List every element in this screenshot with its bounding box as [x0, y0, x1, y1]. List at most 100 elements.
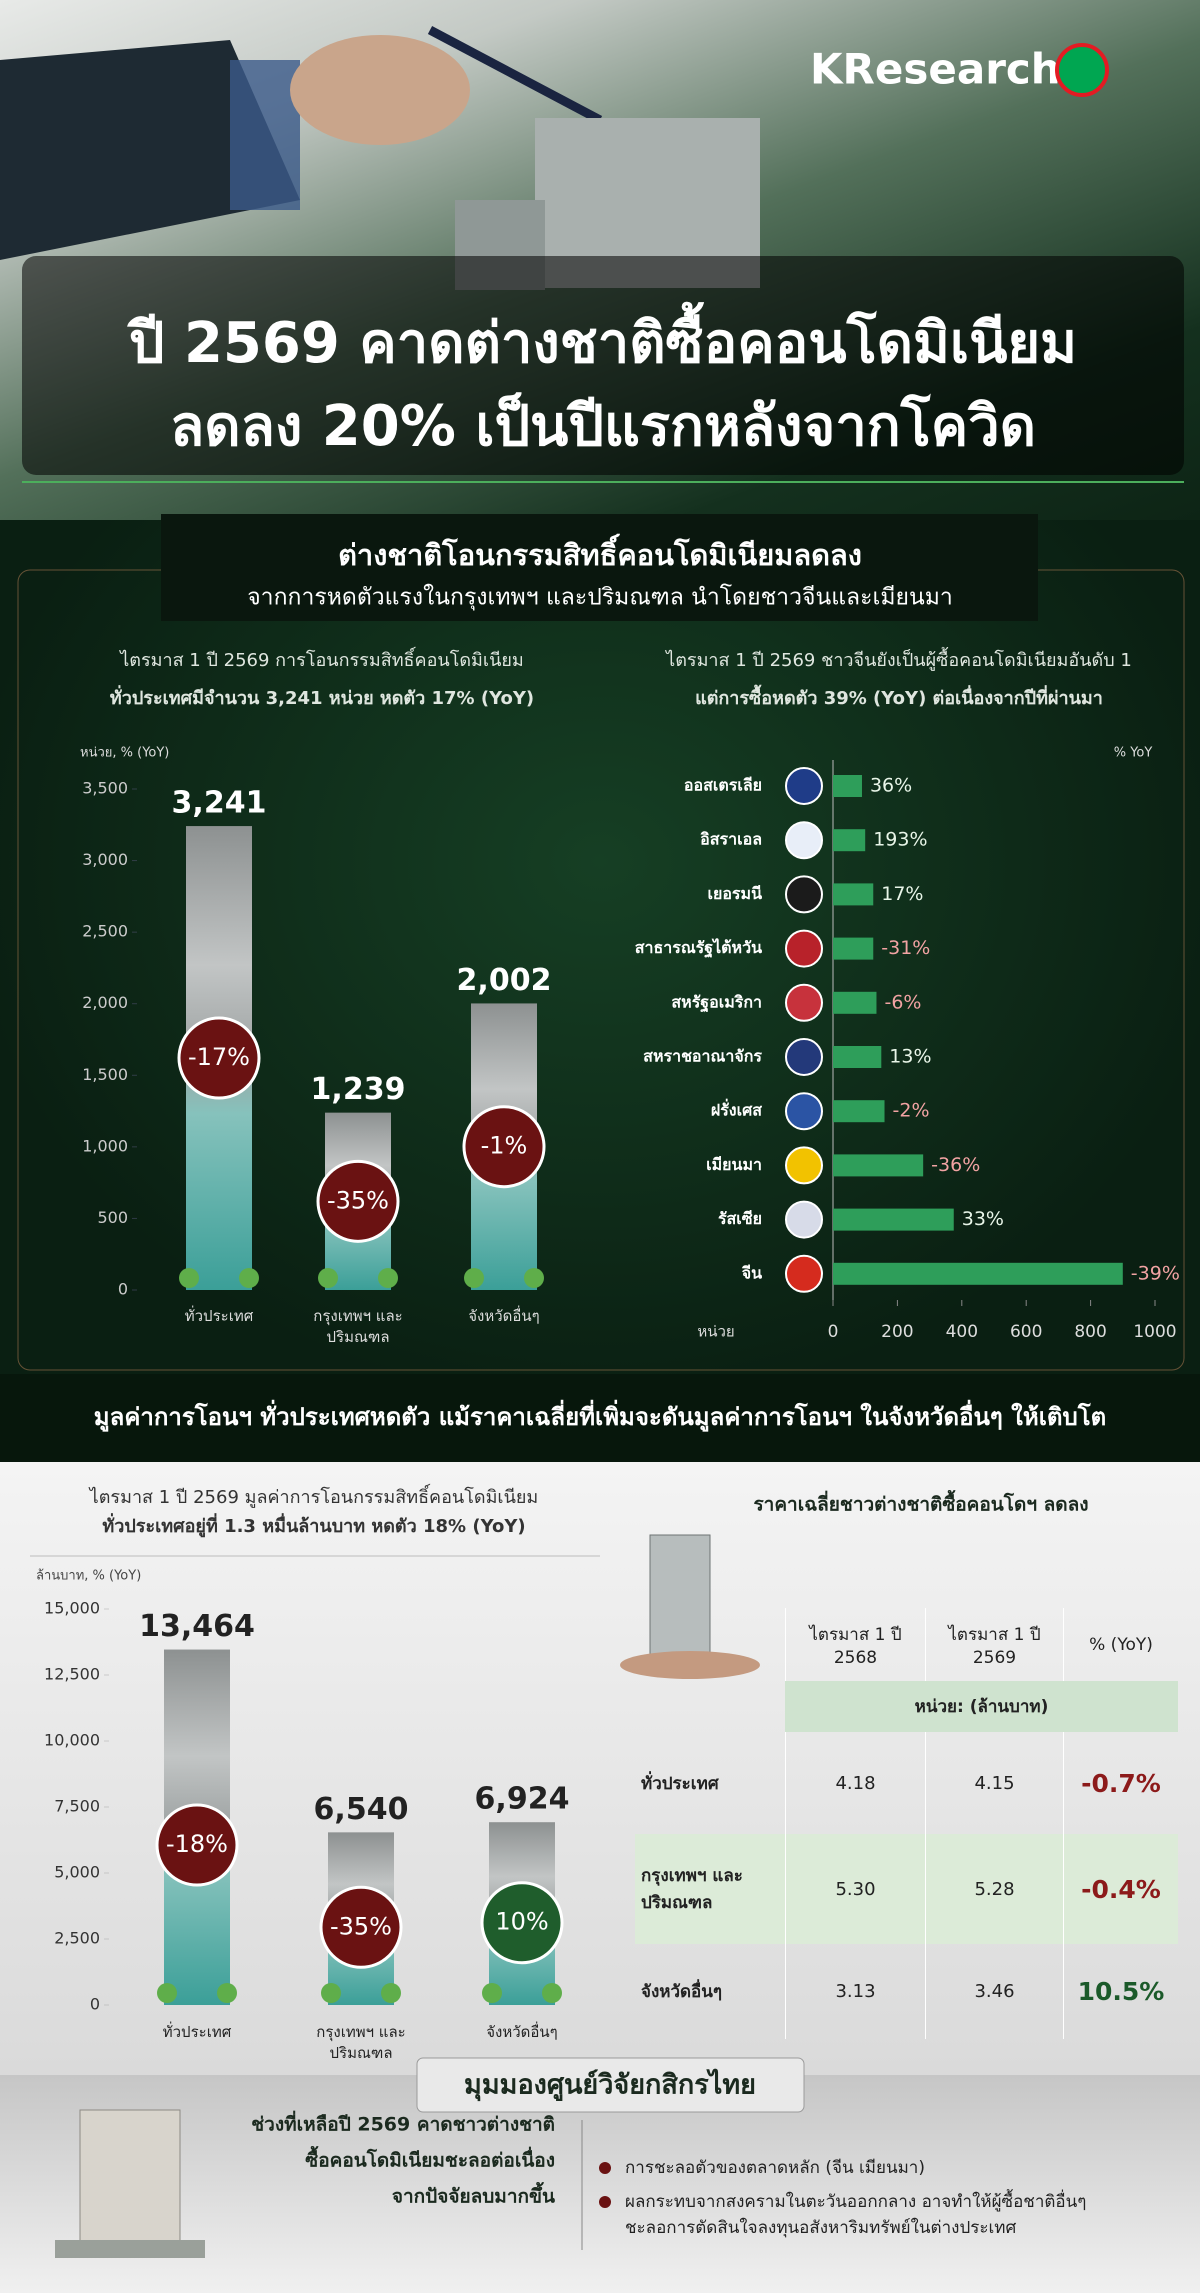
y-tick-label: 0 — [90, 1995, 100, 2014]
tree-decoration — [482, 1983, 502, 2003]
yoy-label: -1% — [481, 1132, 528, 1160]
yoy-label: -17% — [188, 1043, 250, 1071]
hand-decoration — [290, 35, 470, 145]
y-axis-label: หน่วย, % (YoY) — [80, 746, 169, 761]
category-label: เมียนมา — [706, 1155, 762, 1174]
table-cell: 3.46 — [925, 1944, 1063, 2039]
outlook-bullet: ชะลอการตัดสินใจลงทุนอสังหาริมทรัพย์ในต่า… — [625, 2217, 1017, 2238]
table-header: % (YoY) — [1063, 1608, 1178, 1681]
x-tick-label: 200 — [881, 1322, 913, 1342]
yoy-badge — [462, 1105, 546, 1189]
yoy-label: 13% — [889, 1046, 931, 1068]
x-tick-label: จังหวัดอื่นๆ — [486, 2023, 558, 2041]
yoy-label: 17% — [881, 883, 923, 905]
category-label: ออสเตรเลีย — [684, 776, 762, 795]
title-box — [22, 256, 1184, 475]
section-subtitle: จากการหดตัวแรงในกรุงเทพฯ และปริมณฑล นำโด… — [247, 584, 953, 611]
y-tick-label: 12,500 — [44, 1665, 100, 1684]
y-tick-label: 3,000 — [82, 850, 128, 869]
value-label: 13,464 — [139, 1609, 255, 1644]
tree-decoration — [179, 1268, 199, 1288]
x-tick-label: จังหวัดอื่นๆ — [468, 1307, 540, 1325]
chart-note: แต่การซื้อหดตัว 39% (YoY) ต่อเนื่องจากปี… — [695, 684, 1103, 709]
yoy-label: -39% — [1131, 1262, 1180, 1284]
y-axis-label: ล้านบาท, % (YoY) — [36, 1569, 141, 1584]
bar — [833, 1046, 882, 1068]
outlook-summary: ช่วงที่เหลือปี 2569 คาดชาวต่างชาติ — [251, 2111, 555, 2136]
title-line: ลดลง 20% เป็นปีแรกหลังจากโควิด — [170, 391, 1036, 459]
x-tick-label: ทั่วประเทศ — [184, 1307, 254, 1325]
flag-icon — [785, 767, 823, 805]
flag-icon — [785, 929, 823, 968]
yoy-label: 10% — [495, 1908, 548, 1936]
flag-icon — [785, 821, 823, 860]
value-label: 2,002 — [457, 963, 552, 998]
tree-decoration — [381, 1983, 401, 2003]
outlook-summary: จากปัจจัยลบมากขึ้น — [392, 2182, 555, 2208]
table-cell: 4.18 — [785, 1732, 925, 1834]
category-label: เยอรมนี — [707, 884, 762, 903]
x-tick-label: 0 — [828, 1322, 839, 1342]
y-tick-label: 0 — [118, 1280, 128, 1299]
outlook-title: มุมมองศูนย์วิจัยกสิกรไทย — [464, 2069, 756, 2102]
tree-decoration — [378, 1268, 398, 1288]
category-label: จีน — [741, 1263, 762, 1282]
bar — [833, 1208, 954, 1231]
logo-icon — [1055, 43, 1109, 97]
table-header: ไตรมาส 1 ปี 2569 — [925, 1608, 1063, 1681]
bar — [833, 1154, 924, 1177]
flag-icon — [785, 1092, 823, 1131]
yoy-label: -6% — [884, 991, 921, 1013]
y-tick-label: 1,000 — [82, 1136, 128, 1155]
value-label: 3,241 — [172, 786, 267, 821]
x-tick-label: 800 — [1074, 1322, 1106, 1342]
logo: KResearch — [810, 45, 1061, 94]
yoy-badge — [155, 1803, 239, 1887]
building-decoration — [79, 2109, 181, 2251]
table-unit: หน่วย: (ล้านบาท) — [785, 1681, 1178, 1732]
tree-decoration — [318, 1268, 338, 1288]
chart-note: ไตรมาส 1 ปี 2569 ชาวจีนยังเป็นผู้ซื้อคอน… — [664, 647, 1132, 671]
tree-decoration — [217, 1983, 237, 2003]
table-cell: จังหวัดอื่นๆ — [641, 1982, 723, 2002]
title-line: ปี 2569 คาดต่างชาติซื้อคอนโดมิเนียม — [127, 302, 1077, 376]
tree-decoration — [321, 1983, 341, 2003]
flag-icon — [785, 1038, 823, 1076]
category-label: สาธารณรัฐไต้หวัน — [635, 938, 762, 958]
y-tick-label: 15,000 — [44, 1599, 100, 1618]
category-label: รัสเซีย — [718, 1209, 762, 1228]
value-label: 1,239 — [311, 1072, 406, 1107]
table-cell: 5.30 — [785, 1834, 925, 1944]
table-cell: กรุงเทพฯ และ ปริมณฑล — [641, 1866, 743, 1913]
table-cell: 3.13 — [785, 1944, 925, 2039]
yoy-label: 36% — [870, 775, 912, 797]
table-cell: -0.4% — [1063, 1834, 1178, 1944]
value-label: 6,540 — [314, 1792, 409, 1827]
banner-background — [0, 1374, 1200, 1462]
chart-note: ทั่วประเทศอยู่ที่ 1.3 หมื่นล้านบาท หดตัว… — [102, 1513, 525, 1538]
yoy-badge — [177, 1016, 261, 1100]
x-axis-label: หน่วย — [697, 1323, 734, 1341]
y-tick-label: 3,500 — [82, 779, 128, 798]
table-cell: -0.7% — [1063, 1732, 1178, 1834]
x-tick-label: 1000 — [1133, 1322, 1176, 1342]
category-label: ฝรั่งเศส — [711, 1099, 762, 1120]
table-title: ราคาเฉลี่ยชาวต่างชาติซื้อคอนโดฯ ลดลง — [753, 1490, 1088, 1516]
section-title: ต่างชาติโอนกรรมสิทธิ์คอนโดมิเนียมลดลง — [338, 533, 862, 572]
yoy-label: -35% — [327, 1186, 389, 1214]
outlook-summary: ซื้อคอนโดมิเนียมชะลอต่อเนื่อง — [305, 2146, 555, 2172]
outlook-bullet: ผลกระทบจากสงครามในตะวันออกกลาง อาจทำให้ผ… — [625, 2189, 1086, 2212]
yoy-label: 193% — [873, 829, 927, 851]
tree-decoration — [464, 1268, 484, 1288]
yoy-label: 33% — [962, 1208, 1004, 1230]
y-tick-label: 500 — [97, 1208, 128, 1227]
x-tick-label: ทั่วประเทศ — [162, 2023, 232, 2041]
chart-note: ไตรมาส 1 ปี 2569 มูลค่าการโอนกรรมสิทธิ์ค… — [88, 1483, 539, 1508]
x-tick-label: กรุงเทพฯ และ ปริมณฑล — [316, 2023, 406, 2062]
bar — [833, 883, 874, 906]
x-tick-label: 600 — [1010, 1322, 1042, 1342]
suit-decoration — [0, 40, 300, 260]
flag-icon — [785, 983, 823, 1022]
x-tick-label: กรุงเทพฯ และ ปริมณฑล — [313, 1307, 403, 1346]
